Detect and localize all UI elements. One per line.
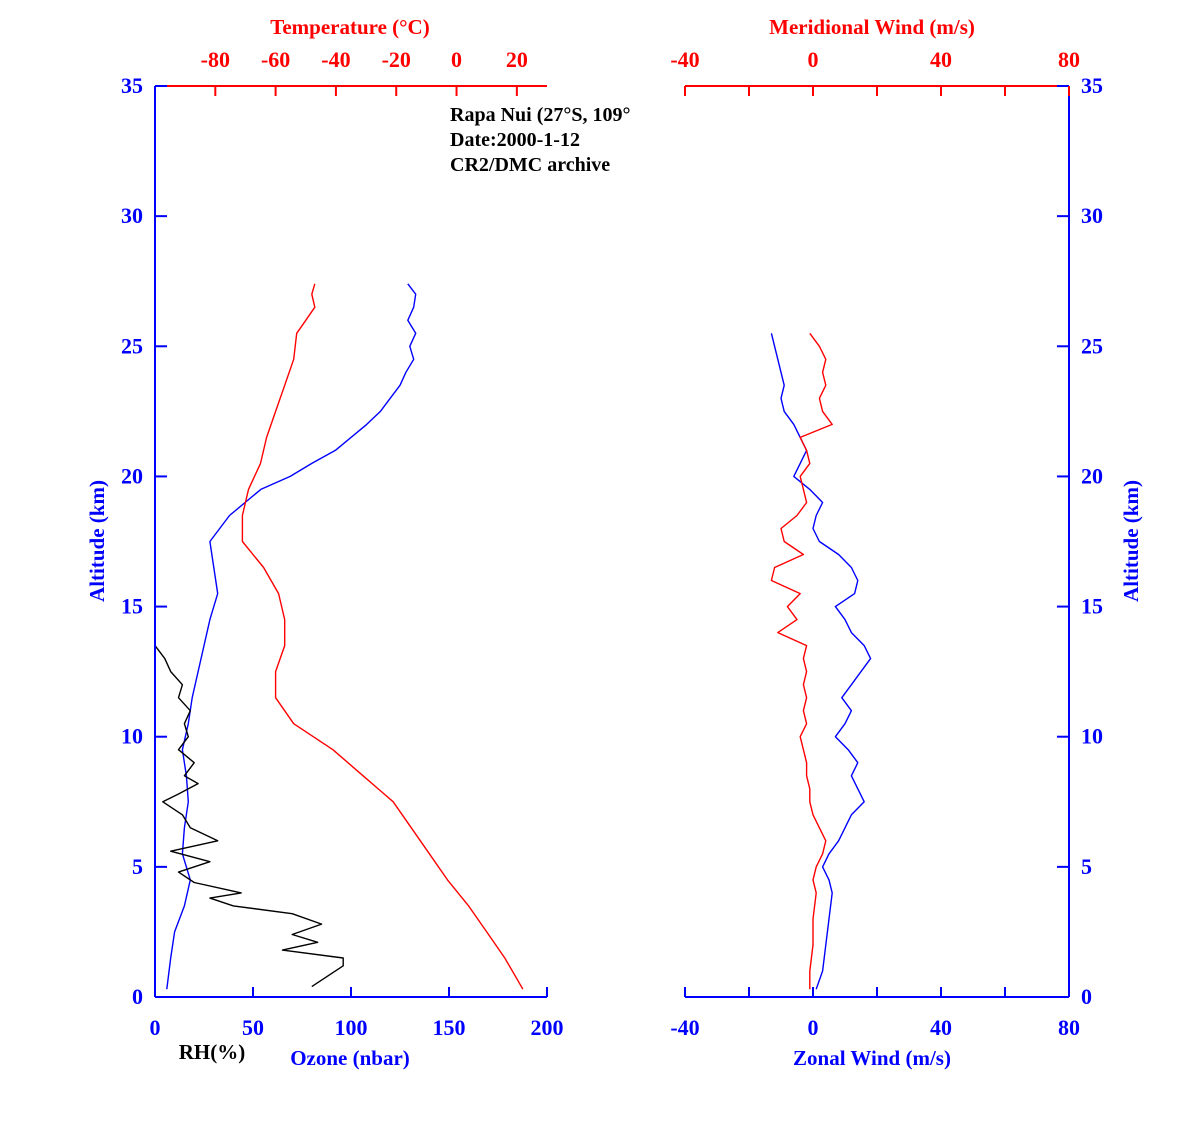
- right-ytick-label: 30: [1081, 203, 1103, 228]
- left-xtop-tick-label: -40: [321, 47, 350, 72]
- right-ytick-label: 15: [1081, 594, 1103, 619]
- left-xtop-tick-label: 20: [506, 47, 528, 72]
- right-xtop-tick-label: 40: [930, 47, 952, 72]
- left-xtop-tick-label: 0: [451, 47, 462, 72]
- right-xtop-tick-label: 80: [1058, 47, 1080, 72]
- right-yticks-group: 0 5 10 15 20 25 30 35: [1057, 73, 1103, 1009]
- left-ytick-label: 5: [132, 854, 143, 879]
- right-xtop-tick-label: -40: [670, 47, 699, 72]
- left-xtop-tick-label: -20: [382, 47, 411, 72]
- right-ytick-label: 5: [1081, 854, 1092, 879]
- left-ytick-label: 10: [121, 724, 143, 749]
- rh-axis-label: RH(%): [179, 1040, 246, 1064]
- right-xbottom-tick-label: -40: [670, 1015, 699, 1040]
- left-altitude-label: Altitude (km): [85, 480, 109, 602]
- right-ytick-label: 0: [1081, 984, 1092, 1009]
- right-series-group: [770, 332, 872, 990]
- left-ytick-label: 35: [121, 73, 143, 98]
- right-altitude-label: Altitude (km): [1119, 480, 1143, 602]
- left-xbottom-tick-label: 50: [242, 1015, 264, 1040]
- temperature-axis-label: Temperature (°C): [270, 15, 429, 39]
- ozone-axis-label: Ozone (nbar): [290, 1046, 410, 1070]
- left-xbottom-tick-label: 0: [150, 1015, 161, 1040]
- left-ytick-label: 15: [121, 594, 143, 619]
- annotation-archive: CR2/DMC archive: [450, 154, 610, 176]
- right-ytick-label: 25: [1081, 333, 1103, 358]
- right-ytick-label: 35: [1081, 73, 1103, 98]
- left-xtop-tick-label: -80: [201, 47, 230, 72]
- right-panel: 0 5 10 15 20 25 30 35 -40 0 40 80 -40 0 40 80 Meridio…: [670, 15, 1143, 1070]
- right-xbottom-tick-label: 0: [808, 1015, 819, 1040]
- left-ytick-label: 20: [121, 463, 143, 488]
- annotation-station: Rapa Nui (27°S, 109°: [450, 104, 630, 126]
- left-xbottom-tick-label: 200: [531, 1015, 564, 1040]
- right-xbottom-ticks-group: -40 0 40 80: [670, 987, 1080, 1040]
- meridional-wind-axis-label: Meridional Wind (m/s): [769, 15, 975, 39]
- left-series-group: [154, 283, 524, 990]
- left-xbottom-tick-label: 100: [335, 1015, 368, 1040]
- left-series-ozone-nbar: [166, 283, 417, 990]
- annotation-date: Date:2000-1-12: [450, 129, 580, 151]
- annotation-block: Rapa Nui (27°S, 109° Date:2000-1-12 CR2/…: [450, 104, 630, 176]
- left-series-rh: [154, 283, 344, 988]
- left-xbottom-tick-label: 150: [433, 1015, 466, 1040]
- right-series-zonal-wind-m-s: [770, 333, 872, 990]
- right-ytick-label: 10: [1081, 724, 1103, 749]
- right-series-meridional-wind-m-s: [770, 332, 833, 990]
- left-series-temperature-c: [241, 283, 524, 990]
- left-ytick-label: 0: [132, 984, 143, 1009]
- right-xtop-ticks-group: -40 0 40 80: [670, 47, 1080, 96]
- left-xtop-tick-label: -60: [261, 47, 290, 72]
- right-xbottom-tick-label: 80: [1058, 1015, 1080, 1040]
- left-ytick-label: 25: [121, 333, 143, 358]
- right-xtop-tick-label: 0: [808, 47, 819, 72]
- right-ytick-label: 20: [1081, 463, 1103, 488]
- zonal-wind-axis-label: Zonal Wind (m/s): [793, 1046, 951, 1070]
- left-xtop-ticks-group: -80 -60 -40 -20 0 20: [201, 47, 528, 96]
- left-ytick-label: 30: [121, 203, 143, 228]
- left-xbottom-ticks-group: 0 50 100 150 200: [150, 987, 564, 1040]
- right-xbottom-tick-label: 40: [930, 1015, 952, 1040]
- left-yticks-group: 0 5 10 15 20 25 30 35: [121, 73, 167, 1009]
